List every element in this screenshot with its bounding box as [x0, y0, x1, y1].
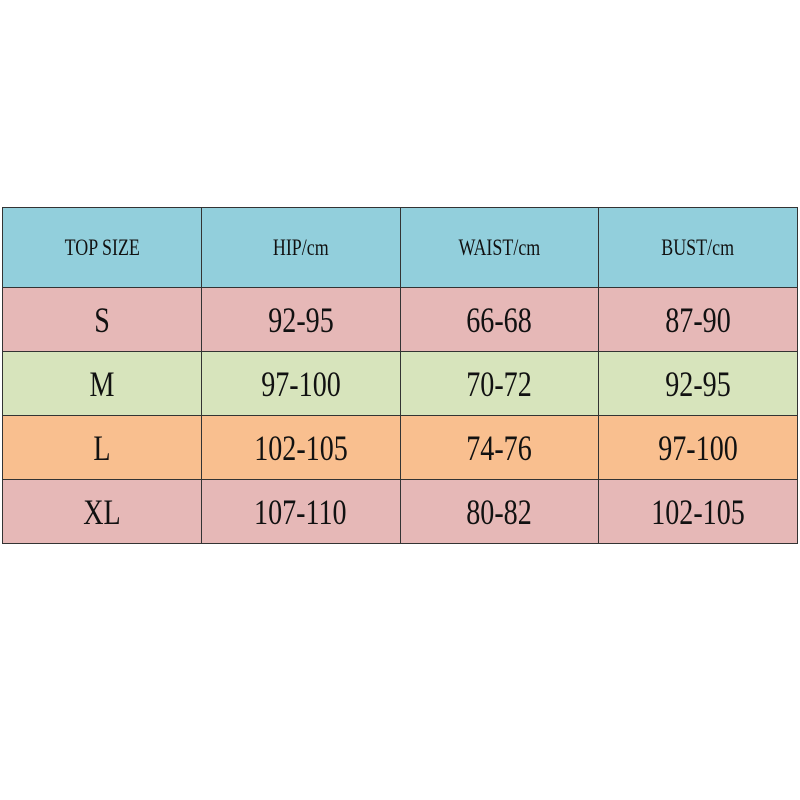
- table-cell-text: S: [94, 299, 110, 340]
- table-cell: 80-82: [399, 479, 600, 544]
- table-cell: M: [2, 351, 202, 416]
- size-row: S 92-95 66-68 87-90: [2, 287, 798, 352]
- table-cell-text: 102-105: [651, 491, 745, 532]
- header-cell: TOP SIZE: [2, 207, 202, 288]
- table-cell: 97-100: [200, 351, 401, 416]
- table-cell-text: 87-90: [665, 299, 731, 340]
- table-cell: 97-100: [598, 415, 798, 480]
- size-table: TOP SIZE HIP/cm WAIST/cm BUST/cm S 92-95 66-68…: [2, 207, 798, 544]
- table-cell-text: 74-76: [466, 427, 533, 468]
- table-cell: 87-90: [598, 287, 798, 352]
- header-cell-text: WAIST/cm: [458, 234, 541, 260]
- table-cell: XL: [2, 479, 202, 544]
- size-row: M 97-100 70-72 92-95: [2, 351, 798, 416]
- table-cell-text: L: [93, 427, 111, 468]
- table-cell: 107-110: [200, 479, 401, 544]
- table-cell-text: 80-82: [466, 491, 533, 532]
- header-cell-text: BUST/cm: [661, 234, 735, 260]
- header-row: TOP SIZE HIP/cm WAIST/cm BUST/cm: [2, 207, 798, 288]
- table-cell: 70-72: [399, 351, 600, 416]
- table-cell-text: 102-105: [253, 427, 348, 468]
- table-cell: 66-68: [399, 287, 600, 352]
- table-cell-text: M: [89, 363, 115, 404]
- table-cell-text: XL: [83, 491, 121, 532]
- table-cell-text: 97-100: [658, 427, 738, 468]
- table-cell-text: 97-100: [260, 363, 341, 404]
- table-body: TOP SIZE HIP/cm WAIST/cm BUST/cm S 92-95 66-68…: [2, 207, 798, 544]
- header-cell: BUST/cm: [598, 207, 798, 288]
- size-row: L 102-105 74-76 97-100: [2, 415, 798, 480]
- table-cell: 102-105: [598, 479, 798, 544]
- header-cell: HIP/cm: [200, 207, 401, 288]
- table-cell: 92-95: [200, 287, 401, 352]
- header-cell: WAIST/cm: [399, 207, 600, 288]
- header-cell-text: HIP/cm: [272, 234, 329, 260]
- table-cell: S: [2, 287, 202, 352]
- table-cell-text: 107-110: [254, 491, 347, 532]
- table-cell-text: 70-72: [466, 363, 533, 404]
- table-cell: 92-95: [598, 351, 798, 416]
- table-cell: L: [2, 415, 202, 480]
- header-cell-text: TOP SIZE: [64, 234, 140, 260]
- table-cell: 74-76: [399, 415, 600, 480]
- table-cell-text: 92-95: [267, 299, 334, 340]
- table-cell: 102-105: [200, 415, 401, 480]
- table-cell-text: 92-95: [665, 363, 731, 404]
- table-cell-text: 66-68: [466, 299, 533, 340]
- size-row: XL 107-110 80-82 102-105: [2, 479, 798, 544]
